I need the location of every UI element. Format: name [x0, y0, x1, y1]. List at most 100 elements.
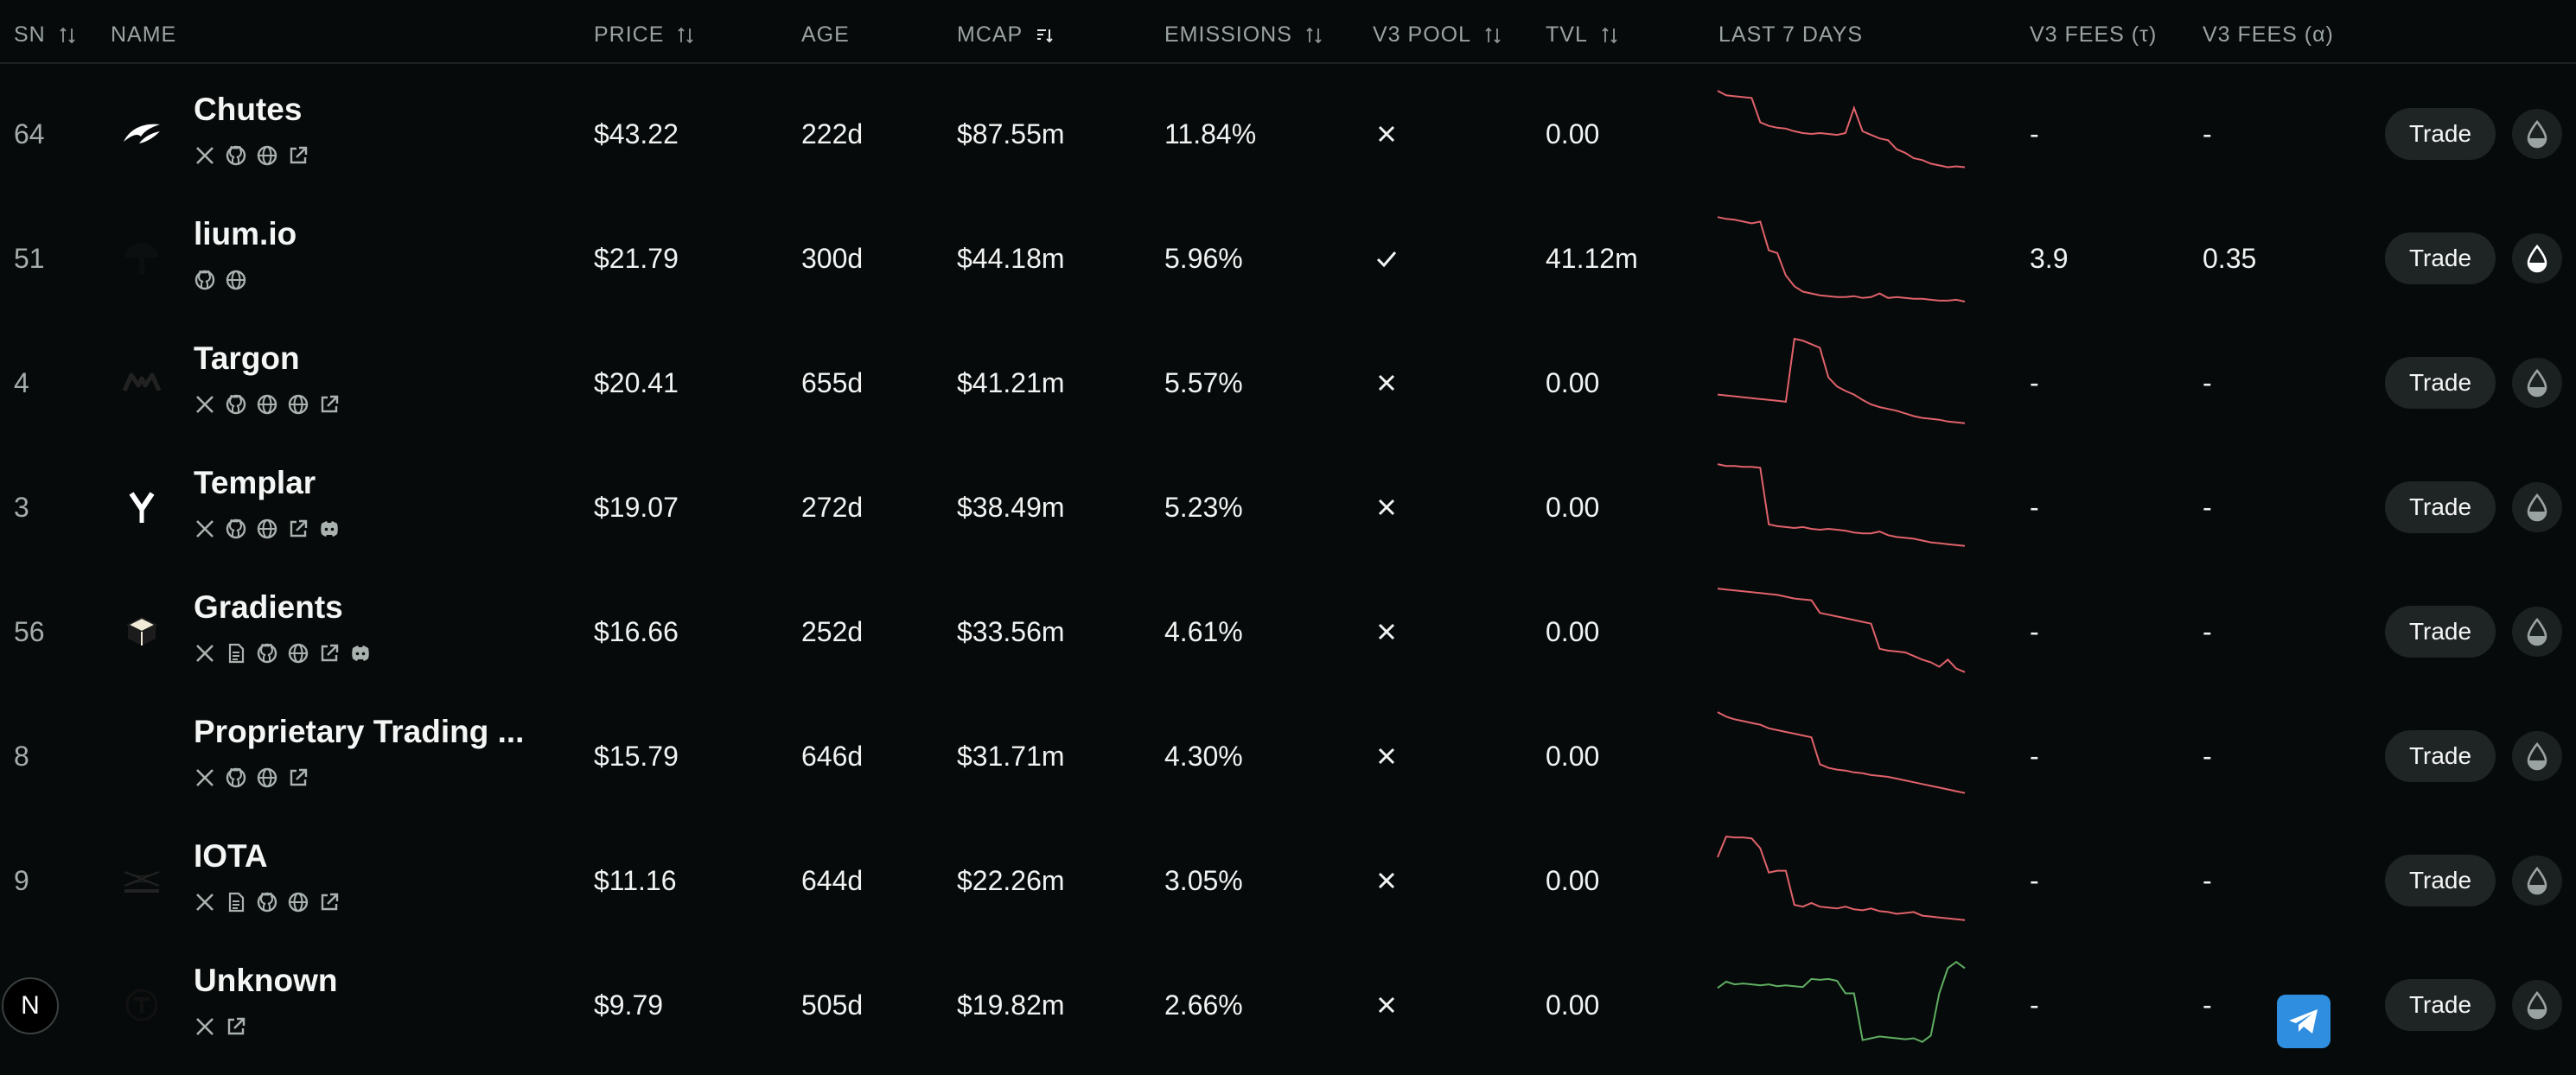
globe-icon[interactable]: [287, 393, 309, 416]
tvl-value: 0.00: [1546, 118, 1600, 149]
table-row[interactable]: 8 Proprietary Trading ... $15.79 646d $3…: [0, 694, 2576, 818]
price-value: $9.79: [594, 989, 664, 1021]
trade-button[interactable]: Trade: [2385, 481, 2496, 533]
github-icon[interactable]: [194, 269, 216, 291]
globe-icon[interactable]: [256, 144, 278, 167]
v3-fees-tau-value: -: [2030, 616, 2039, 647]
column-header-emissions[interactable]: EMISSIONS: [1164, 22, 1323, 48]
github-icon[interactable]: [256, 642, 278, 665]
trade-button[interactable]: Trade: [2385, 606, 2496, 658]
column-header-v3-fees-tau: V3 FEES (τ): [2030, 22, 2158, 47]
liquidity-drop-icon[interactable]: [2512, 109, 2562, 159]
v3-fees-tau-value: -: [2030, 989, 2039, 1021]
document-icon[interactable]: [225, 891, 247, 913]
github-icon[interactable]: [225, 518, 247, 540]
external-link-icon[interactable]: [287, 518, 309, 540]
sort-desc-icon[interactable]: [1035, 27, 1054, 44]
globe-icon[interactable]: [225, 269, 247, 291]
liquidity-drop-icon[interactable]: [2512, 980, 2562, 1030]
liquidity-drop-icon[interactable]: [2512, 607, 2562, 657]
column-header-mcap[interactable]: MCAP: [957, 22, 1054, 48]
column-header-sn[interactable]: SN: [14, 22, 77, 48]
social-links: [194, 518, 341, 540]
telegram-icon[interactable]: [2277, 995, 2331, 1048]
discord-icon[interactable]: [349, 642, 372, 665]
liquidity-drop-icon[interactable]: [2512, 856, 2562, 906]
table-row[interactable]: Unknown $9.79 505d $19.82m 2.66% 0.00 - …: [0, 943, 2576, 1067]
document-icon[interactable]: [225, 642, 247, 665]
x-icon[interactable]: [194, 642, 216, 665]
table-row[interactable]: 9 IOTA $11.16 644d $22.26m 3.05% 0.00 - …: [0, 818, 2576, 943]
emissions-value: 4.30%: [1164, 741, 1243, 772]
column-header-v3-pool[interactable]: V3 POOL: [1373, 22, 1502, 48]
x-icon[interactable]: [194, 1015, 216, 1038]
next-badge-icon[interactable]: N: [2, 977, 59, 1034]
discord-icon[interactable]: [318, 518, 341, 540]
x-icon[interactable]: [194, 518, 216, 540]
liquidity-drop-icon[interactable]: [2512, 358, 2562, 408]
sparkline-line: [1717, 711, 1966, 794]
subnet-number: 8: [14, 741, 29, 772]
v3-fees-alpha-value: -: [2203, 741, 2212, 772]
table-row[interactable]: 51 lium.io $21.79 300d $44.18m 5.96% 41.…: [0, 196, 2576, 321]
cross-icon: [1373, 369, 1400, 397]
subnet-name[interactable]: lium.io: [194, 216, 297, 251]
mcap-value: $22.26m: [957, 865, 1065, 896]
x-icon[interactable]: [194, 144, 216, 167]
column-header-price[interactable]: PRICE: [594, 22, 695, 48]
trade-button[interactable]: Trade: [2385, 232, 2496, 284]
table-row[interactable]: 64 Chutes $43.22 222d $87.55m 11.84% 0.0…: [0, 72, 2576, 196]
external-link-icon[interactable]: [287, 144, 309, 167]
table-row[interactable]: 56 Gradients $16.66 252d $33.56m 4.61% 0…: [0, 569, 2576, 694]
sort-icon[interactable]: [1600, 27, 1619, 44]
subnet-name[interactable]: Proprietary Trading ...: [194, 714, 525, 749]
subnet-name[interactable]: Unknown: [194, 963, 338, 998]
globe-icon[interactable]: [256, 518, 278, 540]
trade-button[interactable]: Trade: [2385, 855, 2496, 906]
subnet-name[interactable]: Targon: [194, 340, 300, 376]
cross-icon: [1373, 867, 1400, 894]
globe-icon[interactable]: [287, 642, 309, 665]
sort-icon[interactable]: [1304, 27, 1323, 44]
table-row[interactable]: 3 Templar $19.07 272d $38.49m 5.23% 0.00…: [0, 445, 2576, 569]
sort-icon[interactable]: [676, 27, 695, 44]
external-link-icon[interactable]: [318, 642, 341, 665]
github-icon[interactable]: [225, 144, 247, 167]
github-icon[interactable]: [225, 393, 247, 416]
sparkline-chart: [1717, 216, 1966, 302]
subnet-name[interactable]: IOTA: [194, 838, 268, 874]
column-header-tvl[interactable]: TVL: [1546, 22, 1619, 48]
liquidity-drop-icon[interactable]: [2512, 233, 2562, 283]
cross-icon: [1373, 493, 1400, 521]
subnet-name[interactable]: Gradients: [194, 589, 343, 625]
github-icon[interactable]: [225, 766, 247, 789]
external-link-icon[interactable]: [287, 766, 309, 789]
x-icon[interactable]: [194, 766, 216, 789]
emissions-value: 3.05%: [1164, 865, 1243, 896]
liquidity-drop-icon[interactable]: [2512, 482, 2562, 532]
external-link-icon[interactable]: [318, 393, 341, 416]
trade-button[interactable]: Trade: [2385, 357, 2496, 409]
github-icon[interactable]: [256, 891, 278, 913]
subnet-name[interactable]: Templar: [194, 465, 316, 500]
x-icon[interactable]: [194, 891, 216, 913]
sparkline-chart: [1717, 588, 1966, 673]
trade-button[interactable]: Trade: [2385, 730, 2496, 782]
sort-icon[interactable]: [1483, 27, 1502, 44]
liquidity-drop-icon[interactable]: [2512, 731, 2562, 781]
sort-icon[interactable]: [58, 27, 77, 44]
globe-icon[interactable]: [287, 891, 309, 913]
subnet-name[interactable]: Chutes: [194, 92, 303, 127]
external-link-icon[interactable]: [225, 1015, 247, 1038]
external-link-icon[interactable]: [318, 891, 341, 913]
globe-icon[interactable]: [256, 393, 278, 416]
iota-logo: [111, 849, 173, 912]
globe-icon[interactable]: [256, 766, 278, 789]
trade-button[interactable]: Trade: [2385, 108, 2496, 160]
emissions-value: 4.61%: [1164, 616, 1243, 647]
x-icon[interactable]: [194, 393, 216, 416]
v3-fees-tau-value: 3.9: [2030, 243, 2069, 274]
trade-button[interactable]: Trade: [2385, 979, 2496, 1031]
table-row[interactable]: 4 Targon $20.41 655d $41.21m 5.57% 0.00 …: [0, 321, 2576, 445]
age-value: 222d: [801, 118, 864, 149]
